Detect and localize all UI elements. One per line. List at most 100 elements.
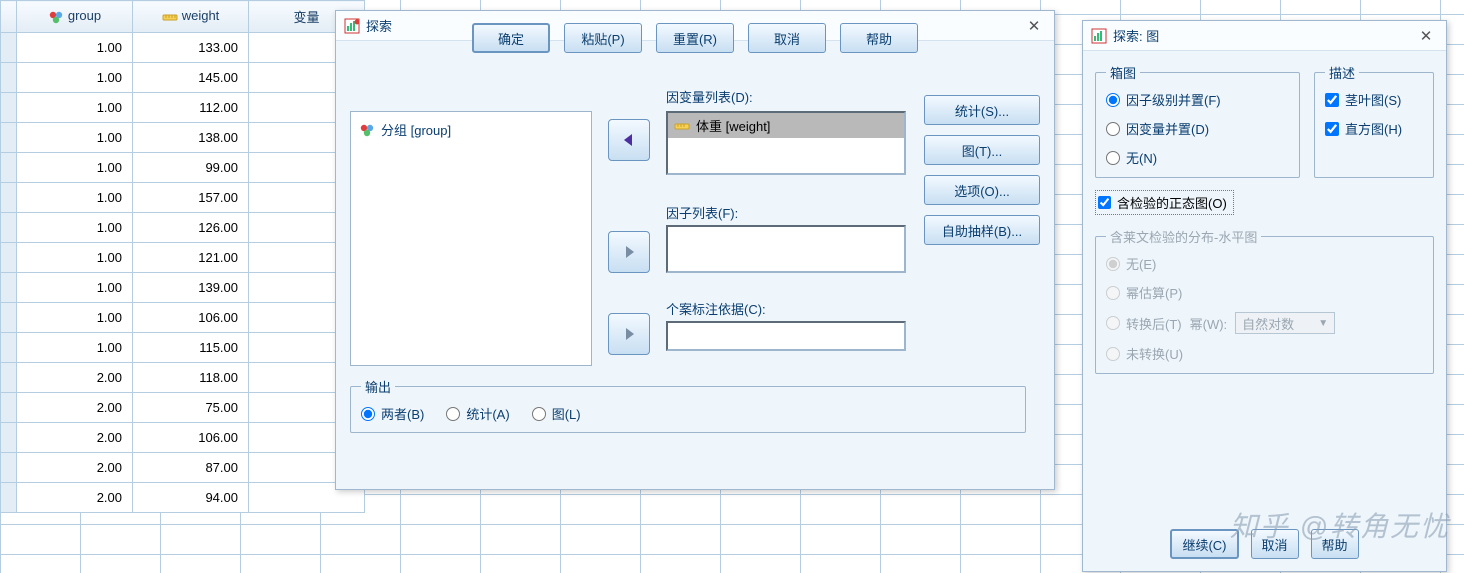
cell[interactable]: 112.00 <box>133 93 249 123</box>
cell[interactable]: 2.00 <box>17 393 133 423</box>
cell[interactable]: 115.00 <box>133 333 249 363</box>
paste-button[interactable]: 粘贴(P) <box>564 23 642 53</box>
plots-button[interactable]: 图(T)... <box>924 135 1040 165</box>
factor-list[interactable] <box>666 225 906 273</box>
cell[interactable]: 157.00 <box>133 183 249 213</box>
cell[interactable]: 133.00 <box>133 33 249 63</box>
options-button[interactable]: 选项(O)... <box>924 175 1040 205</box>
ok-button[interactable]: 确定 <box>472 23 550 53</box>
data-sheet: group weight 变量 1.00133.001.00145.001.00… <box>0 0 365 513</box>
plots-cancel-button[interactable]: 取消 <box>1251 529 1299 559</box>
dependent-label: 因变量列表(D): <box>666 87 753 106</box>
cell[interactable]: 1.00 <box>17 153 133 183</box>
cell[interactable]: 2.00 <box>17 363 133 393</box>
continue-button[interactable]: 继续(C) <box>1170 529 1238 559</box>
dialog-icon <box>1091 28 1107 44</box>
move-dependent-button[interactable] <box>608 119 650 161</box>
cell[interactable]: 126.00 <box>133 213 249 243</box>
levene-legend: 含莱文检验的分布-水平图 <box>1106 227 1261 246</box>
descriptive-legend: 描述 <box>1325 63 1359 82</box>
cell[interactable]: 87.00 <box>133 453 249 483</box>
boxplot-none-radio[interactable]: 无(N) <box>1106 148 1289 167</box>
levene-power-select: 自然对数▼ <box>1235 312 1335 334</box>
table-row[interactable]: 1.00126.00 <box>1 213 365 243</box>
plots-titlebar[interactable]: 探索: 图 ✕ <box>1083 21 1446 51</box>
boxplot-fieldset: 箱图 因子级别并置(F) 因变量并置(D) 无(N) <box>1095 63 1300 178</box>
column-header-row: group weight 变量 <box>1 1 365 33</box>
cell[interactable]: 145.00 <box>133 63 249 93</box>
cell[interactable]: 118.00 <box>133 363 249 393</box>
bootstrap-button[interactable]: 自助抽样(B)... <box>924 215 1040 245</box>
cell[interactable]: 1.00 <box>17 183 133 213</box>
descriptive-fieldset: 描述 茎叶图(S) 直方图(H) <box>1314 63 1434 178</box>
plots-title: 探索: 图 <box>1113 26 1414 45</box>
side-button-column: 统计(S)... 图(T)... 选项(O)... 自助抽样(B)... <box>924 95 1040 245</box>
dependent-item-label: 体重 [weight] <box>696 116 770 135</box>
cancel-button[interactable]: 取消 <box>748 23 826 53</box>
cell[interactable]: 138.00 <box>133 123 249 153</box>
cell[interactable]: 106.00 <box>133 303 249 333</box>
cell[interactable]: 1.00 <box>17 93 133 123</box>
col-header-group[interactable]: group <box>17 1 133 33</box>
reset-button[interactable]: 重置(R) <box>656 23 734 53</box>
help-button[interactable]: 帮助 <box>840 23 918 53</box>
output-fieldset: 输出 两者(B) 统计(A) 图(L) <box>350 377 1026 433</box>
dependent-item[interactable]: 体重 [weight] <box>668 113 904 138</box>
cell[interactable]: 1.00 <box>17 333 133 363</box>
boxplot-factorlevels-radio[interactable]: 因子级别并置(F) <box>1106 90 1289 109</box>
levene-untransformed-radio: 未转换(U) <box>1106 344 1423 363</box>
table-row[interactable]: 2.0094.00 <box>1 483 365 513</box>
table-row[interactable]: 1.00145.00 <box>1 63 365 93</box>
factor-label: 因子列表(F): <box>666 203 738 222</box>
cell[interactable]: 94.00 <box>133 483 249 513</box>
cell[interactable]: 99.00 <box>133 153 249 183</box>
table-row[interactable]: 2.00118.00 <box>1 363 365 393</box>
table-row[interactable]: 2.0075.00 <box>1 393 365 423</box>
cell[interactable]: 1.00 <box>17 33 133 63</box>
cell[interactable]: 121.00 <box>133 243 249 273</box>
cell[interactable]: 2.00 <box>17 483 133 513</box>
cell[interactable]: 1.00 <box>17 273 133 303</box>
col-header-weight[interactable]: weight <box>133 1 249 33</box>
output-stats-radio[interactable]: 统计(A) <box>446 404 509 423</box>
cell[interactable]: 1.00 <box>17 243 133 273</box>
output-both-radio[interactable]: 两者(B) <box>361 404 424 423</box>
caselabel-label: 个案标注依据(C): <box>666 299 766 318</box>
cell[interactable]: 1.00 <box>17 63 133 93</box>
output-plots-radio[interactable]: 图(L) <box>532 404 581 423</box>
close-icon[interactable]: ✕ <box>1414 27 1438 45</box>
case-label-list[interactable] <box>666 321 906 351</box>
table-row[interactable]: 1.00157.00 <box>1 183 365 213</box>
col-label: weight <box>182 8 220 23</box>
table-row[interactable]: 1.00115.00 <box>1 333 365 363</box>
cell[interactable]: 1.00 <box>17 303 133 333</box>
stemleaf-checkbox[interactable]: 茎叶图(S) <box>1325 90 1423 109</box>
dependent-list[interactable]: 体重 [weight] <box>666 111 906 175</box>
plots-help-button[interactable]: 帮助 <box>1311 529 1359 559</box>
cell[interactable]: 2.00 <box>17 423 133 453</box>
cell[interactable]: 75.00 <box>133 393 249 423</box>
normality-checkbox[interactable]: 含检验的正态图(O) <box>1095 190 1234 215</box>
table-row[interactable]: 2.00106.00 <box>1 423 365 453</box>
source-variable-item[interactable]: 分组 [group] <box>357 118 585 141</box>
histogram-checkbox[interactable]: 直方图(H) <box>1325 119 1423 138</box>
cell[interactable]: 1.00 <box>17 123 133 153</box>
table-row[interactable]: 1.00138.00 <box>1 123 365 153</box>
table-row[interactable]: 1.00106.00 <box>1 303 365 333</box>
source-variable-list[interactable]: 分组 [group] <box>350 111 592 366</box>
cell[interactable]: 1.00 <box>17 213 133 243</box>
cell[interactable]: 106.00 <box>133 423 249 453</box>
statistics-button[interactable]: 统计(S)... <box>924 95 1040 125</box>
table-row[interactable]: 1.00133.00 <box>1 33 365 63</box>
table-row[interactable]: 1.0099.00 <box>1 153 365 183</box>
table-row[interactable]: 1.00112.00 <box>1 93 365 123</box>
boxplot-deptogether-radio[interactable]: 因变量并置(D) <box>1106 119 1289 138</box>
output-legend: 输出 <box>361 377 395 396</box>
table-row[interactable]: 2.0087.00 <box>1 453 365 483</box>
table-row[interactable]: 1.00121.00 <box>1 243 365 273</box>
cell[interactable]: 2.00 <box>17 453 133 483</box>
move-factor-button[interactable] <box>608 231 650 273</box>
move-caselabel-button[interactable] <box>608 313 650 355</box>
cell[interactable]: 139.00 <box>133 273 249 303</box>
table-row[interactable]: 1.00139.00 <box>1 273 365 303</box>
